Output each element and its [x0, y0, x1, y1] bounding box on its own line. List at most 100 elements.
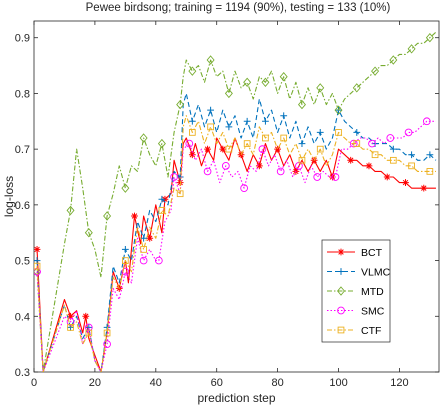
legend-label: VLMC	[361, 267, 391, 279]
data-point-marker	[34, 262, 41, 270]
data-point-marker	[407, 44, 416, 54]
data-point-marker	[207, 123, 214, 131]
x-axis-label: prediction step	[197, 391, 275, 405]
data-point-marker	[316, 145, 324, 153]
series-mtd	[34, 31, 437, 372]
y-tick-label: 0.9	[15, 33, 30, 45]
data-point-marker	[140, 246, 147, 253]
data-point-marker	[170, 173, 178, 181]
data-point-marker	[188, 151, 196, 159]
data-point-marker	[389, 145, 397, 153]
data-point-marker	[103, 211, 112, 221]
data-point-marker	[224, 88, 233, 99]
data-point-marker	[335, 129, 342, 136]
series-vlmc	[34, 92, 437, 372]
legend-entry: CTF	[327, 325, 381, 337]
data-point-marker	[404, 128, 413, 137]
data-point-marker	[425, 33, 434, 43]
data-point-marker	[188, 66, 197, 76]
data-point-marker	[185, 139, 194, 148]
data-point-marker	[313, 173, 322, 181]
data-point-marker	[280, 112, 288, 120]
data-point-marker	[122, 257, 129, 264]
data-point-marker	[349, 139, 358, 148]
data-point-marker	[131, 212, 138, 220]
series-bct	[34, 137, 436, 372]
data-point-marker	[85, 329, 93, 337]
legend-label: SMC	[361, 306, 385, 318]
data-point-marker	[316, 83, 325, 93]
data-point-marker	[34, 246, 41, 253]
data-point-marker	[422, 117, 431, 126]
data-point-marker	[188, 117, 196, 125]
series-line	[36, 115, 436, 372]
data-point-marker	[66, 205, 75, 216]
legend-label: BCT	[361, 247, 383, 259]
data-point-marker	[67, 324, 74, 331]
data-point-marker	[67, 312, 74, 320]
data-point-marker	[408, 151, 415, 159]
data-point-marker	[240, 184, 248, 192]
data-point-marker	[103, 329, 111, 337]
series-line	[36, 31, 437, 372]
y-tick-label: 0.3	[15, 367, 30, 379]
data-point-marker	[383, 173, 391, 181]
data-point-marker	[352, 83, 361, 93]
x-tick-label: 80	[271, 377, 283, 389]
data-point-marker	[225, 145, 233, 153]
data-point-marker	[157, 138, 166, 149]
data-point-marker	[298, 156, 306, 164]
data-point-marker	[262, 117, 269, 125]
data-point-marker	[337, 286, 345, 296]
axis-ticks: 0 20 40 60 80 100 120 0.3 0.4 0.5 0.6 0.7 0.8 0.9	[15, 21, 439, 389]
data-point-marker	[353, 140, 361, 147]
data-point-marker	[154, 256, 163, 265]
data-point-marker	[408, 162, 415, 170]
data-point-marker	[158, 207, 166, 214]
x-tick-label: 0	[31, 377, 37, 389]
data-point-marker	[139, 133, 148, 143]
data-point-marker	[176, 99, 185, 110]
legend-label: MTD	[361, 286, 384, 298]
data-point-marker	[337, 248, 345, 256]
data-point-marker	[337, 268, 345, 275]
data-point-marker	[146, 234, 154, 242]
series-smc	[34, 117, 436, 372]
data-point-marker	[121, 267, 130, 276]
chart-title: Pewee birdsong; training = 1194 (90%), t…	[86, 2, 391, 14]
data-point-marker	[103, 340, 111, 348]
data-point-marker	[368, 139, 376, 148]
data-point-marker	[221, 162, 230, 170]
legend-entry: VLMC	[327, 267, 391, 279]
data-point-marker	[258, 145, 267, 153]
data-point-marker	[84, 228, 93, 238]
data-point-marker	[347, 156, 355, 164]
legend-entry: MTD	[327, 286, 384, 298]
data-point-marker	[389, 156, 397, 164]
series-line	[36, 92, 437, 372]
data-point-marker	[121, 246, 129, 253]
data-point-marker	[371, 66, 380, 76]
x-tick-label: 40	[150, 377, 162, 389]
legend: BCT VLMC MTD SMC CTF	[321, 239, 391, 343]
series-ctf	[34, 115, 436, 372]
data-point-marker	[316, 129, 324, 136]
data-point-marker	[140, 234, 148, 242]
data-point-marker	[158, 195, 166, 203]
data-point-marker	[334, 105, 343, 115]
data-point-marker	[426, 168, 434, 175]
data-point-marker	[255, 162, 263, 170]
data-point-marker	[206, 55, 215, 65]
data-point-marker	[225, 123, 233, 131]
data-point-marker	[121, 183, 130, 193]
x-tick-label: 100	[329, 377, 347, 389]
data-point-marker	[262, 134, 269, 142]
data-point-marker	[203, 167, 212, 176]
y-tick-label: 0.4	[15, 311, 30, 323]
data-point-marker	[276, 167, 285, 176]
data-point-marker	[243, 117, 251, 125]
data-point-marker	[298, 140, 306, 147]
x-tick-label: 20	[89, 377, 101, 389]
data-point-marker	[337, 326, 345, 334]
